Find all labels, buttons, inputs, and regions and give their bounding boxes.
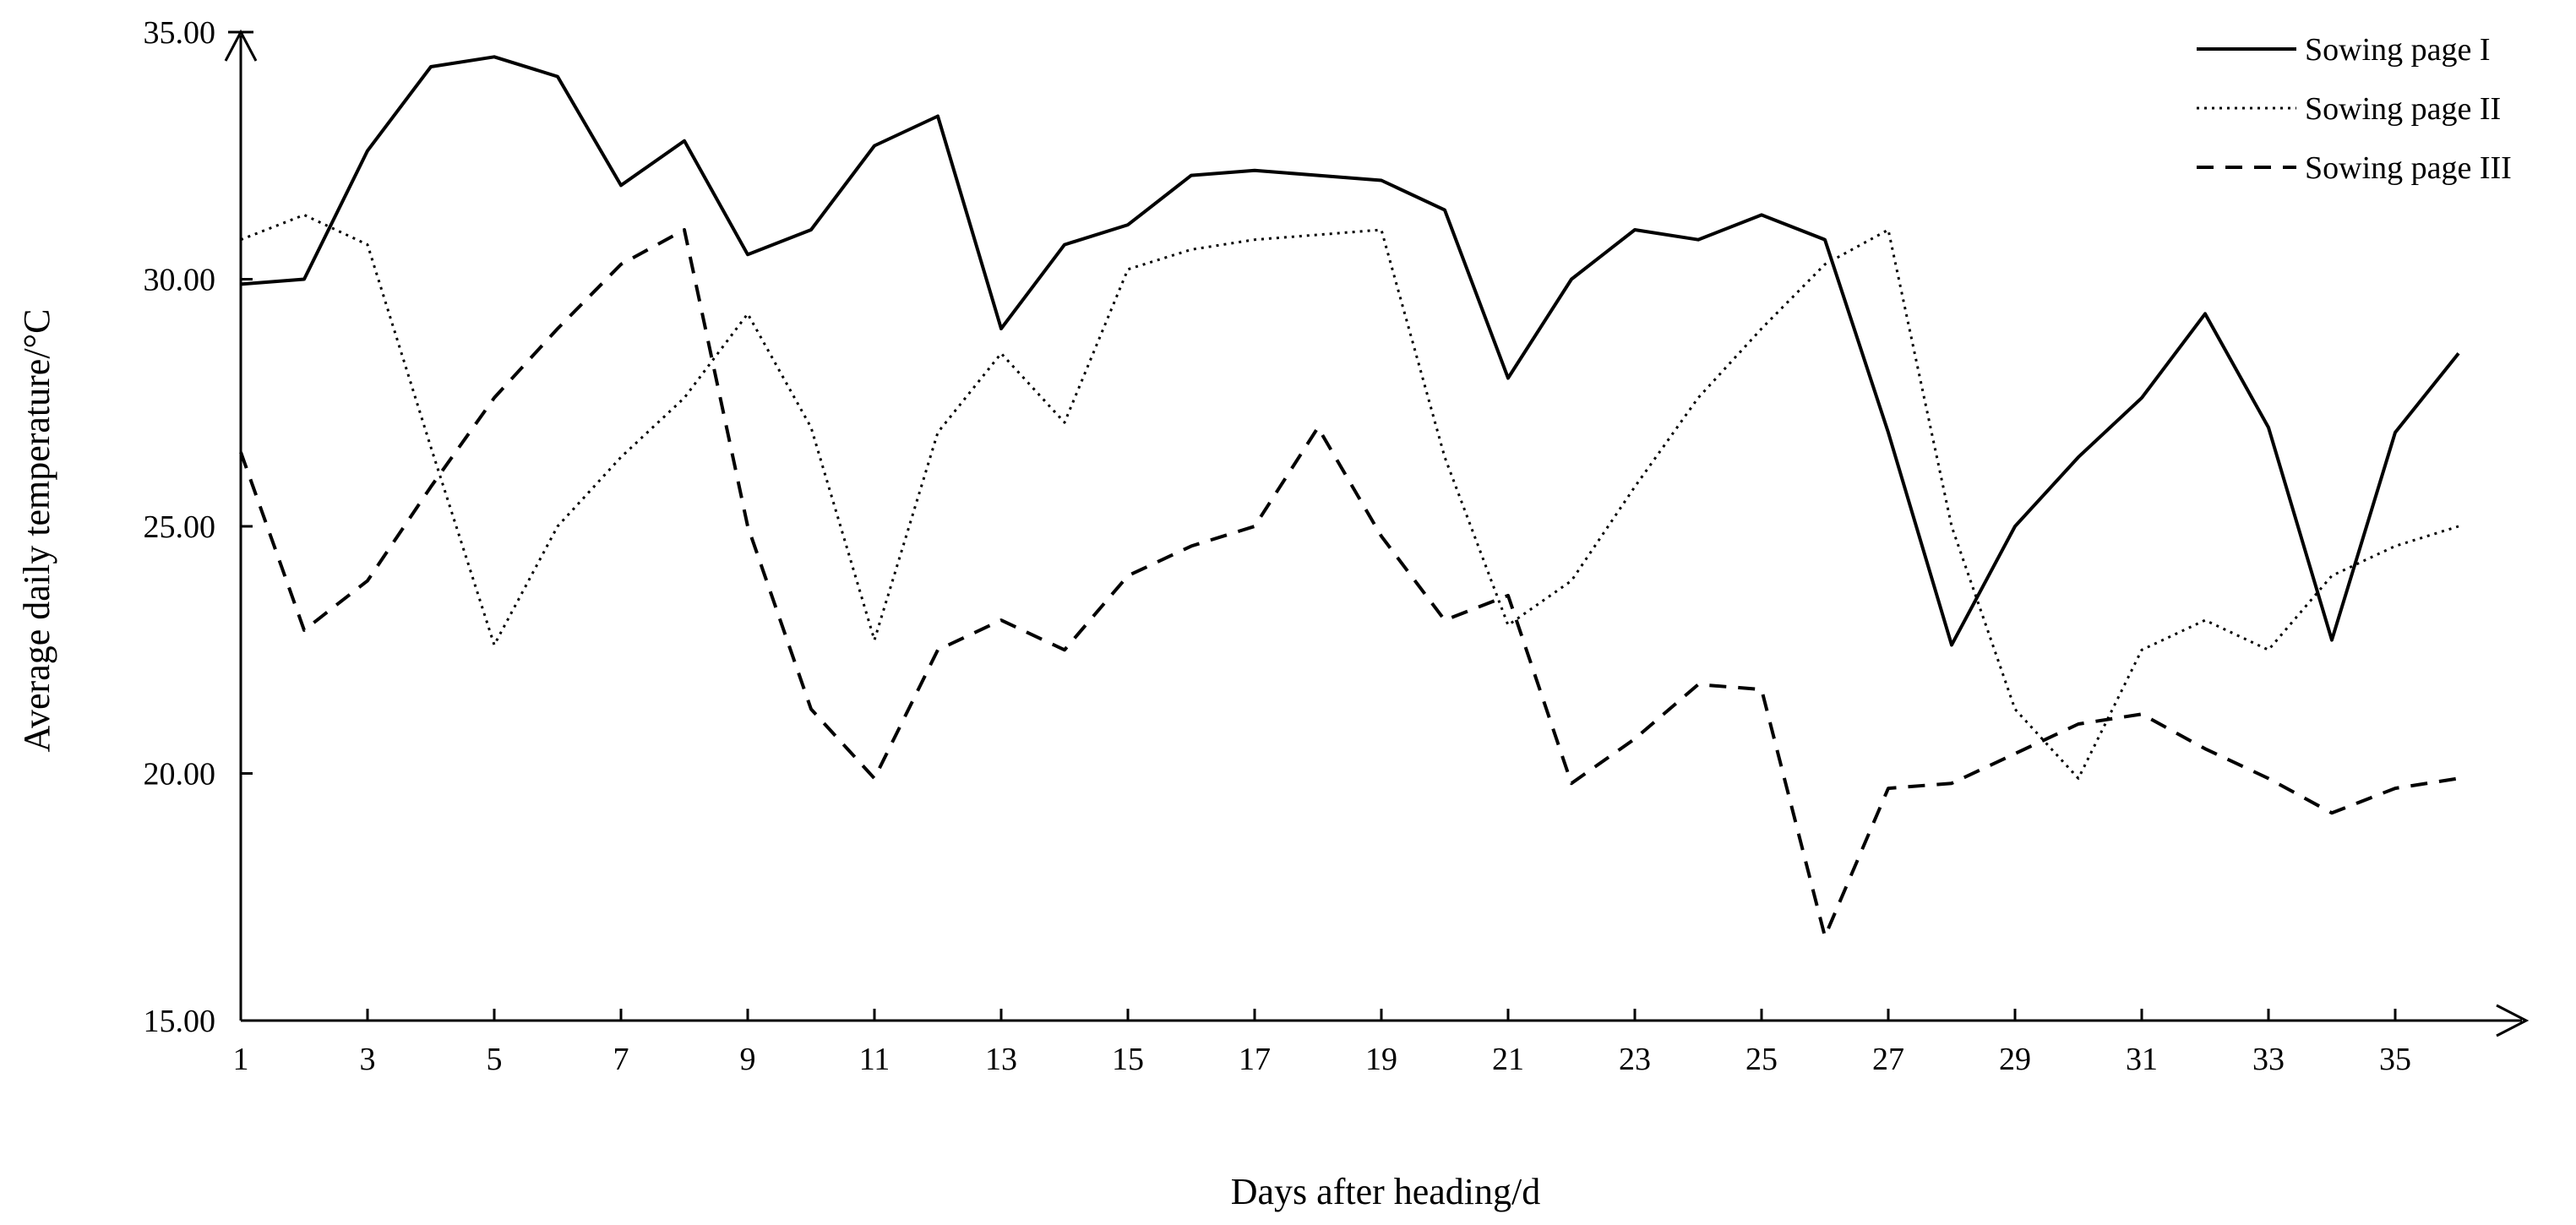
legend: Sowing page I Sowing page II Sowing page I… bbox=[2197, 32, 2512, 186]
legend-label-2: Sowing page II bbox=[2305, 91, 2501, 127]
y-tick-label: 35.00 bbox=[144, 15, 216, 51]
x-tick-label: 19 bbox=[1365, 1042, 1397, 1077]
x-tick-label: 15 bbox=[1112, 1042, 1144, 1077]
x-tick-label: 11 bbox=[859, 1042, 890, 1077]
x-tick-label: 3 bbox=[360, 1042, 376, 1077]
x-tick-label: 1 bbox=[233, 1042, 249, 1077]
y-axis-title: Average daily temperature/°C bbox=[16, 309, 57, 753]
legend-label-3: Sowing page III bbox=[2305, 150, 2512, 186]
x-tick-label: 29 bbox=[1999, 1042, 2031, 1077]
y-tick-label: 15.00 bbox=[144, 1004, 216, 1039]
x-axis-arrow bbox=[2496, 1004, 2530, 1037]
x-tick-label: 35 bbox=[2379, 1042, 2411, 1077]
x-tick-label: 17 bbox=[1239, 1042, 1271, 1077]
x-tick-label: 33 bbox=[2252, 1042, 2285, 1077]
x-tick-label: 25 bbox=[1745, 1042, 1778, 1077]
x-tick-label: 5 bbox=[487, 1042, 503, 1077]
x-tick-label: 21 bbox=[1492, 1042, 1524, 1077]
x-tick-label: 27 bbox=[1872, 1042, 1904, 1077]
axes bbox=[224, 29, 2530, 1037]
x-tick-label: 23 bbox=[1619, 1042, 1651, 1077]
x-tick-label: 13 bbox=[985, 1042, 1017, 1077]
y-tick-label: 20.00 bbox=[144, 757, 216, 792]
legend-label-1: Sowing page I bbox=[2305, 32, 2491, 68]
x-tick-label: 7 bbox=[613, 1042, 629, 1077]
series-line-1 bbox=[240, 55, 2460, 647]
y-tick-label: 30.00 bbox=[144, 263, 216, 298]
series-line-3 bbox=[239, 228, 2459, 939]
series-layer bbox=[239, 55, 2460, 939]
x-axis-title: Days after heading/d bbox=[1231, 1171, 1541, 1212]
y-tick-label: 25.00 bbox=[144, 509, 216, 545]
ticks: 1 3 5 7 9 11 13 15 17 19 21 23 25 27 29 31 33 3515.0020.0… bbox=[144, 15, 2412, 1077]
x-tick-label: 9 bbox=[740, 1042, 756, 1077]
series-line-2 bbox=[240, 213, 2459, 780]
x-tick-label: 31 bbox=[2126, 1042, 2158, 1077]
